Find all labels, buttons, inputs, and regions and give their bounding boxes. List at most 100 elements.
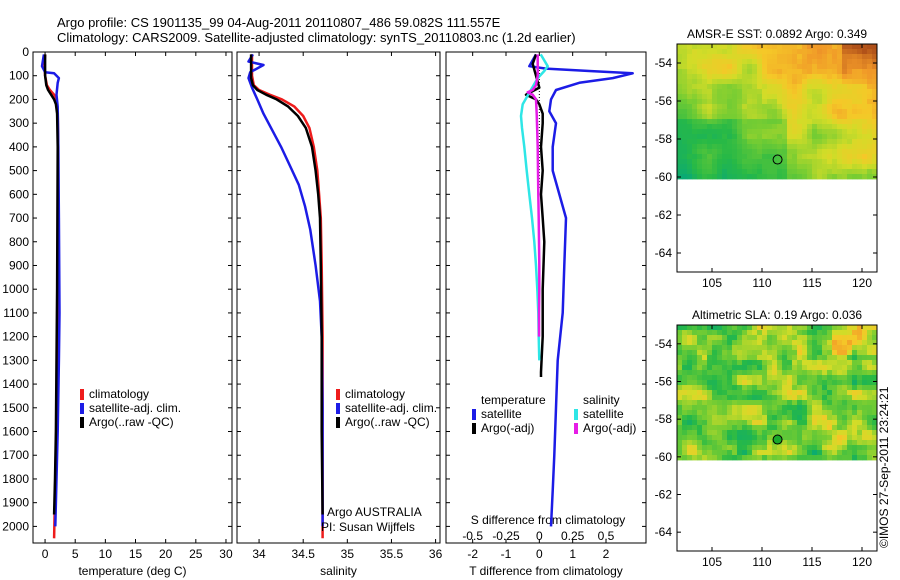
y-tick-label: 900 — [9, 258, 29, 272]
series-line-salinity-argo-adj — [526, 54, 541, 337]
difference-profile-panel: -2 -1 0 1 2 T difference from climatology S di… — [445, 51, 647, 578]
map-frame — [676, 324, 878, 552]
top-axis-label: S difference from climatology — [471, 513, 626, 527]
x-tick-label: 35 — [341, 547, 355, 561]
map-y-tick-label: -58 — [655, 132, 673, 146]
map-x-tick-label: 120 — [852, 276, 872, 290]
legend-label: satellite — [481, 407, 522, 421]
figure-title-line2: Climatology: CARS2009. Satellite-adjuste… — [57, 30, 576, 45]
legend-label: climatology — [89, 387, 149, 401]
map-title: AMSR-E SST: 0.0892 Argo: 0.349 — [687, 27, 867, 41]
map-y-tick-label: -62 — [655, 488, 673, 502]
y-tick-label: 200 — [9, 92, 29, 106]
legend-swatch — [336, 403, 340, 414]
map-y-tick-label: -64 — [655, 246, 673, 260]
x-tick-label: 10 — [99, 547, 113, 561]
map-y-tick-label: -62 — [655, 208, 673, 222]
map-x-tick-label: 120 — [852, 555, 872, 569]
series-line-argo-raw-qc — [249, 54, 324, 515]
y-tick-label: 1400 — [2, 377, 29, 391]
series-line-temperature-satellite — [528, 53, 634, 527]
y-tick-label: 1500 — [2, 401, 29, 415]
figure-title-line1: Argo profile: CS 1901135_99 04-Aug-2011 … — [57, 15, 501, 30]
y-tick-label: 100 — [9, 69, 29, 83]
x-tick-label: 5 — [72, 547, 79, 561]
y-tick-label: 1100 — [3, 306, 29, 320]
y-tick-label: 700 — [9, 211, 29, 225]
legend-label: Argo(-adj) — [481, 421, 534, 435]
map-x-tick-label: 110 — [752, 555, 771, 569]
y-tick-label: 1600 — [2, 425, 29, 439]
x-tick-label: 34.5 — [292, 547, 316, 561]
y-tick-label: 1700 — [2, 448, 29, 462]
y-tick-label: 0 — [22, 45, 29, 59]
legend-swatch — [80, 417, 84, 428]
map-x-tick-label: 105 — [702, 555, 722, 569]
platform-annotation: Argo AUSTRALIA — [327, 505, 422, 519]
map-y-tick-label: -56 — [655, 375, 673, 389]
legend-header-salinity: salinity — [583, 393, 620, 407]
sst-map-panel: AMSR-E SST: 0.0892 Argo: 0.349 -54 -56 -58 -… — [655, 27, 878, 290]
temperature-profile-panel: 0100200300400500600700800900100011001200… — [2, 45, 233, 578]
x-axis-label: temperature (deg C) — [78, 564, 186, 578]
legend-header-temperature: temperature — [481, 393, 546, 407]
legend-swatch — [472, 409, 476, 420]
series-line-satellite-adj-clim — [247, 53, 324, 527]
plot-frame — [236, 51, 441, 544]
x-tick-label: 35.5 — [380, 547, 404, 561]
map-y-tick-label: -56 — [655, 94, 673, 108]
plot-frame — [32, 51, 233, 544]
x-tick-label: 15 — [129, 547, 143, 561]
x-axis-label: T difference from climatology — [469, 564, 623, 578]
y-tick-label: 300 — [9, 116, 29, 130]
map-y-tick-label: -54 — [655, 56, 673, 70]
pi-annotation: PI: Susan Wijffels — [321, 520, 415, 534]
y-tick-label: 400 — [9, 140, 29, 154]
legend-swatch — [80, 403, 84, 414]
series-line-climatology — [250, 54, 324, 539]
credit-stamp: ©IMOS 27-Sep-2011 23:24:21 — [877, 386, 891, 548]
legend-swatch — [80, 389, 84, 400]
legend-label: satellite-adj. clim. — [89, 401, 181, 415]
map-x-tick-label: 105 — [702, 276, 722, 290]
sla-map-panel: Altimetric SLA: 0.19 Argo: 0.036 -54 -56 -5… — [655, 308, 878, 569]
x-tick-label: 1 — [569, 547, 576, 561]
map-y-tick-label: -60 — [655, 450, 673, 464]
map-x-tick-label: 115 — [802, 276, 821, 290]
x-tick-label: 25 — [189, 547, 203, 561]
y-tick-label: 1900 — [2, 496, 29, 510]
legend-label: Argo(..raw -QC) — [89, 415, 174, 429]
series-line-temperature-argo-adj — [524, 53, 546, 377]
legend-swatch — [472, 423, 476, 434]
series-line-salinity-satellite — [519, 53, 549, 361]
salinity-profile-panel: 34 34.5 35 35.5 36 salinity climatologysatelli… — [236, 51, 443, 578]
x-tick-label: -2 — [467, 547, 478, 561]
map-frame — [676, 43, 878, 273]
argo-position-marker — [772, 434, 783, 445]
top-tick-label: 0.5 — [598, 529, 615, 543]
top-tick-label: -0.5 — [462, 529, 483, 543]
plot-frame — [445, 51, 647, 544]
x-tick-label: 20 — [159, 547, 173, 561]
top-tick-label: 0.25 — [561, 529, 585, 543]
x-tick-label: -1 — [501, 547, 512, 561]
map-y-tick-label: -58 — [655, 412, 673, 426]
map-field-cells — [677, 325, 878, 461]
x-axis-label: salinity — [320, 564, 357, 578]
argo-position-marker — [772, 154, 783, 165]
x-tick-label: 2 — [603, 547, 610, 561]
y-tick-label: 1200 — [2, 330, 29, 344]
x-tick-label: 34 — [252, 547, 266, 561]
y-tick-label: 500 — [9, 164, 29, 178]
map-y-tick-label: -60 — [655, 170, 673, 184]
y-tick-label: 800 — [9, 235, 29, 249]
y-tick-label: 1300 — [2, 353, 29, 367]
x-tick-label: 30 — [219, 547, 233, 561]
x-tick-label: 36 — [429, 547, 443, 561]
top-tick-label: -0.25 — [492, 529, 520, 543]
legend-swatch — [574, 423, 578, 434]
legend-swatch — [336, 417, 340, 428]
map-y-tick-label: -54 — [655, 337, 673, 351]
map-y-tick-label: -64 — [655, 525, 673, 539]
